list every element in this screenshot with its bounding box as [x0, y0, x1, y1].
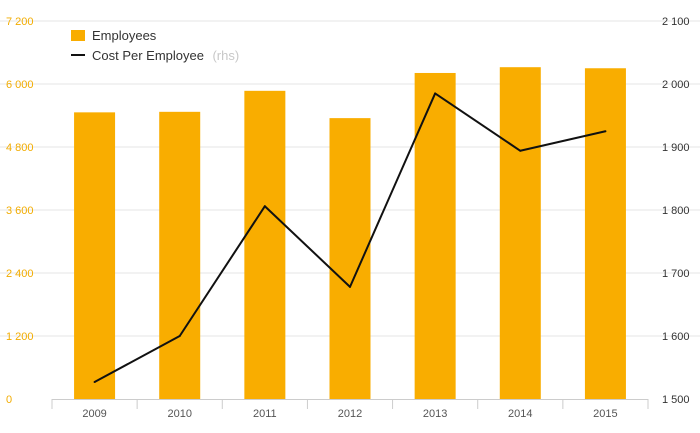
right-tick-label: 1 800 [662, 205, 690, 217]
bar-employees-2010 [159, 111, 201, 399]
right-tick-label: 1 700 [662, 268, 690, 280]
left-tick-label: 6 000 [6, 79, 34, 91]
left-tick-label: 2 400 [6, 268, 34, 280]
x-axis: 2009 2010 2011 2012 2013 2014 2015 [51, 399, 649, 420]
point-cost-2010 [178, 335, 181, 337]
bar-employees-2009 [74, 112, 116, 399]
left-tick-label: 7 200 [6, 16, 34, 28]
left-tick-label: 1 200 [6, 331, 34, 343]
legend-swatch-employees [71, 30, 85, 41]
x-tick-label: 2014 [508, 408, 532, 420]
left-tick-label: 0 [6, 394, 12, 406]
right-tick-label: 2 100 [662, 16, 690, 28]
right-axis: 1 500 1 600 1 700 1 800 1 900 2 000 2 100 [662, 16, 690, 406]
bar-employees-2015 [584, 68, 626, 399]
legend-label-employees: Employees [92, 28, 157, 43]
bar-employees-2012 [329, 118, 371, 399]
legend: Employees Cost Per Employee (rhs) [71, 28, 239, 64]
x-tick-label: 2011 [253, 408, 277, 420]
left-tick-label: 3 600 [6, 205, 34, 217]
point-cost-2015 [604, 130, 607, 133]
legend-label-cost-name: Cost Per Employee [92, 48, 204, 63]
point-cost-2009 [93, 380, 96, 383]
left-axis: 0 1 200 2 400 3 600 4 800 6 000 7 200 [6, 16, 34, 406]
x-tick-label: 2010 [167, 408, 191, 420]
point-cost-2013 [434, 92, 437, 95]
left-tick-label: 4 800 [6, 142, 34, 154]
right-tick-label: 2 000 [662, 79, 690, 91]
cost-line [93, 92, 607, 383]
point-cost-2011 [263, 205, 266, 208]
x-tick-label: 2012 [338, 408, 362, 420]
point-cost-2014 [519, 149, 522, 152]
x-tick-label: 2015 [593, 408, 617, 420]
bar-employees-2011 [244, 90, 286, 399]
legend-label-cost-suffix: (rhs) [212, 48, 239, 63]
x-tick-label: 2009 [82, 408, 106, 420]
bar-employees-2013 [414, 72, 456, 399]
point-cost-2012 [349, 285, 351, 288]
right-tick-label: 1 900 [662, 142, 690, 154]
legend-label-cost: Cost Per Employee (rhs) [92, 47, 239, 64]
right-tick-label: 1 500 [662, 394, 690, 406]
bars [74, 67, 626, 399]
bar-employees-2014 [499, 67, 541, 399]
right-tick-label: 1 600 [662, 331, 690, 343]
x-tick-label: 2013 [423, 408, 447, 420]
